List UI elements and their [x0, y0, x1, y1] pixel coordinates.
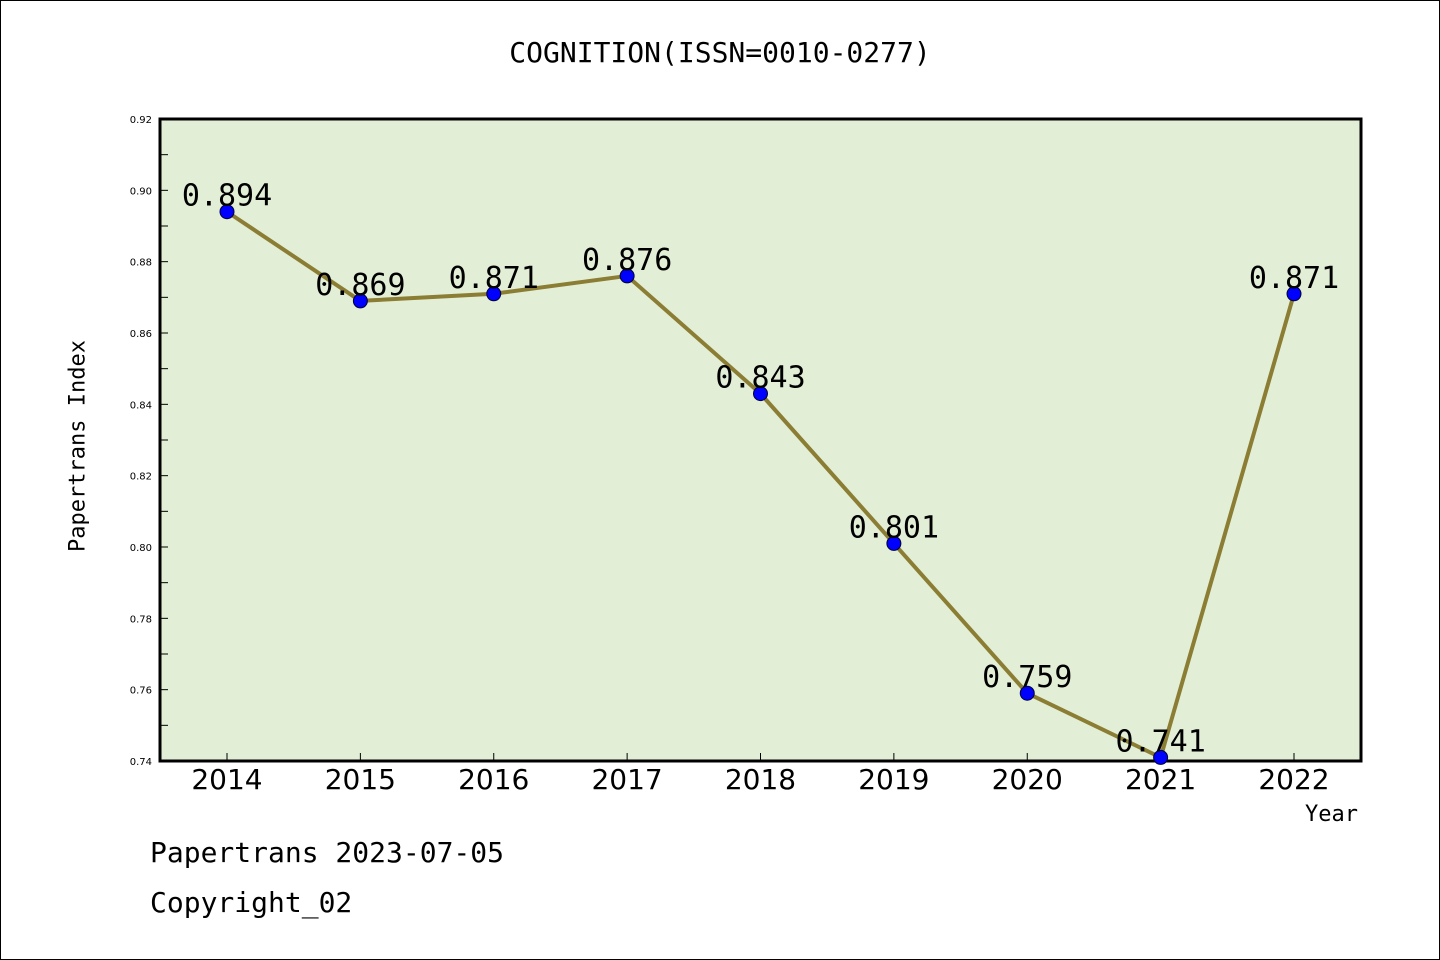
x-tick-label: 2015 [325, 763, 396, 796]
y-axis: 0.74 0.76 0.78 0.80 0.82 0.84 0.86 0.88 0.90 0.92 [130, 115, 168, 768]
y-tick-label: 0.86 [130, 329, 152, 340]
y-tick-label: 0.78 [130, 614, 152, 625]
x-tick-label: 2019 [858, 763, 929, 796]
data-label: 0.843 [715, 361, 805, 396]
y-tick-label: 0.82 [130, 472, 152, 483]
data-point [1286, 286, 1302, 302]
data-point [1153, 749, 1169, 765]
x-tick-label: 2017 [591, 763, 662, 796]
y-tick-label: 0.76 [130, 686, 152, 697]
data-label: 0.801 [849, 510, 939, 545]
x-tick-label: 2022 [1258, 763, 1329, 796]
data-label: 0.759 [982, 660, 1072, 695]
y-tick-label: 0.74 [130, 757, 152, 768]
data-labels: 0.894 0.869 0.871 0.876 0.843 0.801 0.759 0.741… [182, 179, 1339, 760]
x-tick-label: 2018 [725, 763, 796, 796]
data-point [886, 535, 902, 551]
data-label: 0.741 [1115, 724, 1205, 759]
y-tick-label: 0.92 [130, 115, 152, 126]
x-axis: 2014 2015 2016 2017 2018 2019 2020 2021 2022 [191, 753, 1330, 796]
footer-copyright: Copyright_02 [150, 886, 353, 919]
data-label: 0.894 [182, 179, 272, 214]
data-label: 0.871 [449, 261, 539, 296]
y-tick-label: 0.90 [130, 186, 152, 197]
x-tick-label: 2021 [1125, 763, 1196, 796]
plot-area [158, 117, 1363, 763]
footer-date: Papertrans 2023-07-05 [150, 836, 505, 869]
data-point [753, 386, 768, 402]
chart-title: COGNITION(ISSN=0010-0277) [509, 36, 931, 69]
data-point [1019, 685, 1035, 701]
data-point [619, 268, 635, 284]
data-markers [219, 204, 1302, 765]
data-point [219, 204, 235, 220]
data-label: 0.876 [582, 243, 672, 278]
x-tick-label: 2020 [992, 763, 1063, 796]
x-axis-label: Year [1305, 802, 1358, 827]
y-tick-label: 0.84 [130, 400, 152, 411]
y-tick-label: 0.80 [130, 543, 152, 554]
y-tick-label: 0.88 [130, 258, 152, 269]
data-label: 0.869 [315, 268, 405, 303]
data-point [352, 293, 368, 309]
data-point [486, 286, 502, 302]
x-tick-label: 2014 [191, 763, 262, 796]
data-label: 0.871 [1249, 261, 1339, 296]
x-tick-label: 2016 [458, 763, 529, 796]
